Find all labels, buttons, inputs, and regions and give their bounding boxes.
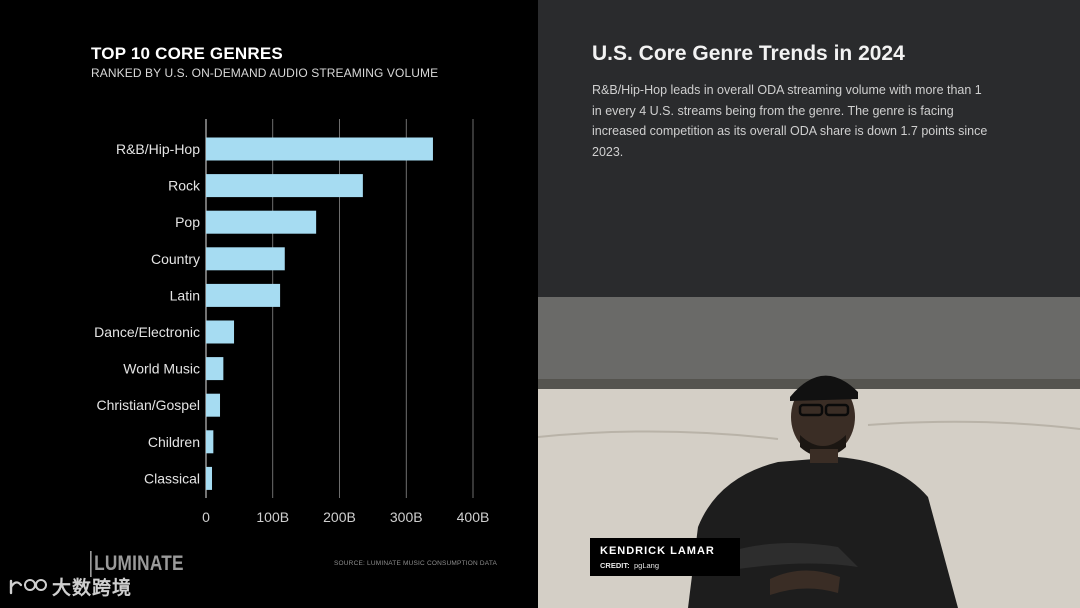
chart-panel: 0 100B 200B 300B 400B R&B/Hip-Hop Rock Pop Count… bbox=[0, 0, 538, 608]
caption-credit-value: pgLang bbox=[634, 561, 660, 570]
story-body: R&B/Hip-Hop leads in overall ODA streami… bbox=[592, 83, 988, 159]
category-label: R&B/Hip-Hop bbox=[116, 141, 200, 157]
x-tick-label: 200B bbox=[323, 509, 356, 525]
bar bbox=[206, 430, 214, 454]
category-label: Dance/Electronic bbox=[94, 324, 200, 340]
caption-name: KENDRICK LAMAR bbox=[600, 545, 715, 557]
bar bbox=[206, 320, 235, 344]
category-label: Pop bbox=[175, 214, 200, 230]
bar bbox=[206, 137, 433, 161]
category-label: Children bbox=[148, 434, 200, 450]
chart-title: TOP 10 CORE GENRES bbox=[91, 44, 283, 63]
x-tick-label: 400B bbox=[457, 509, 490, 525]
bar bbox=[206, 393, 221, 417]
source-note: SOURCE: LUMINATE MUSIC CONSUMPTION DATA bbox=[334, 560, 498, 567]
category-label: Country bbox=[151, 251, 200, 267]
category-label: Rock bbox=[168, 178, 201, 194]
bar bbox=[206, 357, 224, 381]
watermark-logo-icon bbox=[9, 578, 47, 594]
x-tick-label: 100B bbox=[256, 509, 289, 525]
story-title: U.S. Core Genre Trends in 2024 bbox=[592, 42, 905, 65]
category-label: Classical bbox=[144, 470, 200, 486]
caption-credit-label: CREDIT: bbox=[600, 561, 630, 570]
chart-subtitle: RANKED BY U.S. ON-DEMAND AUDIO STREAMING… bbox=[91, 66, 439, 80]
bar bbox=[206, 174, 363, 198]
bar bbox=[206, 283, 281, 307]
bar bbox=[206, 247, 285, 271]
luminate-logo: LUMINATE bbox=[90, 551, 184, 577]
bar bbox=[206, 466, 213, 490]
category-label: Latin bbox=[170, 287, 200, 303]
watermark: 大数跨境 bbox=[8, 573, 132, 600]
photo-caption: KENDRICK LAMAR CREDIT: pgLang bbox=[590, 538, 740, 576]
artist-photo bbox=[538, 297, 1080, 608]
watermark-text: 大数跨境 bbox=[52, 577, 133, 599]
bar-chart: 0 100B 200B 300B 400B R&B/Hip-Hop Rock Pop Count… bbox=[94, 119, 490, 525]
category-label: Christian/Gospel bbox=[97, 397, 201, 413]
x-tick-label: 300B bbox=[390, 509, 423, 525]
category-label: World Music bbox=[123, 361, 200, 377]
x-tick-label: 0 bbox=[202, 509, 210, 525]
bar bbox=[206, 210, 317, 234]
